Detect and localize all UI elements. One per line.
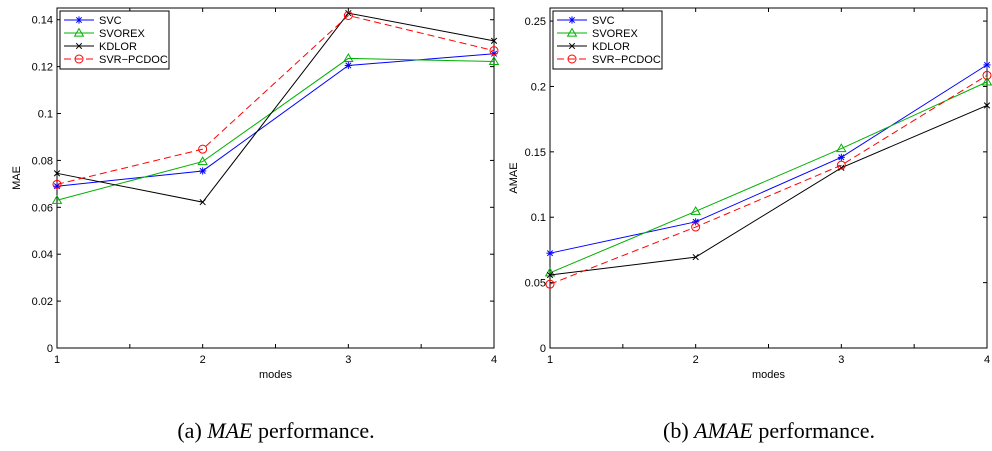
figure-caption: (b) AMAE performance. [663, 418, 875, 443]
data-point [837, 153, 845, 161]
series-line [56, 12, 495, 203]
y-tick-label: 0.06 [32, 202, 53, 214]
x-axis-label: modes [752, 369, 786, 381]
data-point [197, 156, 208, 166]
data-point [836, 143, 847, 153]
y-tick-label: 0 [47, 343, 53, 355]
data-point [51, 194, 63, 204]
data-point [52, 179, 62, 189]
data-point [199, 198, 206, 206]
legend-label: SVR−PCDOC [592, 54, 661, 66]
series-kdlor [53, 10, 498, 206]
data-point [983, 102, 991, 109]
caption-suffix: performance. [252, 418, 374, 443]
legend-marker [74, 54, 84, 64]
y-tick-label: 0.05 [525, 278, 546, 290]
legend-marker [568, 42, 576, 50]
data-point [490, 37, 498, 44]
series-line [549, 64, 988, 254]
series-svorex [544, 76, 992, 277]
data-point [983, 61, 991, 69]
data-point [198, 144, 208, 154]
y-tick-label: 0.2 [531, 81, 546, 93]
y-tick-label: 0.25 [525, 16, 546, 28]
y-tick-label: 0.02 [32, 296, 53, 308]
legend-label: SVC [99, 15, 122, 27]
series-svc [53, 50, 498, 190]
legend-label: SVOREX [592, 28, 639, 40]
caption-prefix: (a) [177, 418, 207, 443]
data-point [692, 253, 699, 261]
chart-amae: 0 0.05 0.1 0.15 0.2 0.25 1 2 3 4 modes AMAE SVCSVORE… [508, 7, 992, 443]
data-point [982, 70, 992, 80]
legend-marker [568, 16, 576, 24]
data-point [345, 10, 352, 17]
legend-marker [75, 16, 83, 24]
series-line [549, 104, 988, 276]
x-tick-label: 1 [54, 354, 60, 366]
series-line [549, 81, 988, 274]
legend-label: KDLOR [592, 41, 630, 53]
figure-caption: (a) MAE performance. [177, 418, 374, 443]
legend-label: SVOREX [99, 28, 146, 40]
data-point [343, 11, 353, 21]
data-point [691, 222, 701, 232]
caption-metric: MAE [206, 418, 253, 443]
series-line [56, 14, 495, 185]
series-kdlor [546, 102, 991, 279]
y-axis-label: AMAE [508, 162, 520, 193]
data-point [53, 170, 61, 177]
x-tick-label: 3 [838, 354, 844, 366]
series-line [56, 53, 495, 187]
data-point [546, 271, 554, 279]
legend-marker [566, 27, 578, 37]
data-point [344, 61, 352, 70]
legend-label: SVR−PCDOC [99, 54, 168, 66]
x-tick-label: 2 [693, 354, 699, 366]
x-tick-label: 4 [984, 354, 990, 366]
y-tick-label: 0 [540, 343, 546, 355]
legend-marker [75, 42, 83, 50]
y-tick-label: 0.1 [38, 109, 53, 121]
data-point [546, 249, 554, 257]
x-tick-label: 2 [200, 354, 206, 366]
legend-marker [73, 27, 85, 37]
y-tick-label: 0.1 [531, 212, 546, 224]
y-tick-label: 0.14 [32, 15, 53, 27]
y-tick-label: 0.08 [32, 155, 53, 167]
y-tick-label: 0.04 [32, 249, 53, 261]
data-point [489, 46, 499, 56]
x-tick-label: 1 [547, 354, 553, 366]
x-tick-label: 3 [345, 354, 351, 366]
series-svr-pcdoc [545, 70, 992, 289]
y-tick-label: 0.12 [32, 62, 53, 74]
caption-metric: AMAE [692, 418, 753, 443]
legend-label: SVC [592, 15, 615, 27]
legend-marker [567, 54, 577, 64]
data-point [690, 205, 701, 215]
data-point [199, 167, 207, 175]
series-line [549, 74, 988, 285]
caption-suffix: performance. [753, 418, 875, 443]
data-point [981, 76, 992, 86]
chart-mae: 0 0.02 0.04 0.06 0.08 0.1 0.12 0.14 1 2 3 4 modes MAE… [11, 7, 500, 443]
y-tick-label: 0.15 [525, 147, 546, 159]
x-axis-label: modes [259, 369, 293, 381]
data-point [343, 53, 354, 62]
data-point [488, 56, 500, 66]
data-point [545, 279, 555, 289]
series-svr-pcdoc [52, 11, 499, 189]
y-axis-label: MAE [11, 166, 23, 190]
series-svc [546, 61, 991, 257]
series-svorex [51, 53, 500, 204]
series-line [56, 57, 495, 201]
data-point [836, 160, 846, 170]
x-tick-label: 4 [491, 354, 497, 366]
legend-label: KDLOR [99, 41, 137, 53]
caption-prefix: (b) [663, 418, 694, 443]
